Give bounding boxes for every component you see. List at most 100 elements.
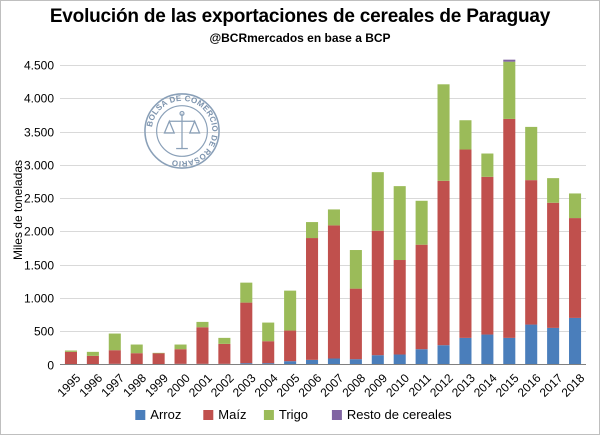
x-tick-label: 2003 bbox=[230, 371, 259, 400]
bars bbox=[64, 59, 582, 365]
bar-trigo-2015 bbox=[503, 61, 516, 119]
y-tick-label: 4.500 bbox=[24, 59, 54, 73]
bar-trigo-2012 bbox=[437, 84, 450, 181]
x-tick-label: 2000 bbox=[164, 371, 193, 400]
x-tick-label: 2005 bbox=[274, 371, 303, 400]
bar-trigo-2005 bbox=[284, 290, 297, 331]
bar-arroz-2018 bbox=[569, 317, 582, 365]
bar-trigo-2002 bbox=[218, 337, 231, 344]
bar-trigo-2010 bbox=[393, 186, 406, 261]
x-tick-label: 2014 bbox=[471, 371, 500, 400]
y-tick-label: 3.500 bbox=[24, 126, 54, 140]
x-tick-label: 2018 bbox=[559, 371, 588, 400]
bar-maíz-2012 bbox=[437, 180, 450, 346]
x-tick-label: 1996 bbox=[76, 371, 105, 400]
bar-trigo-2017 bbox=[547, 178, 560, 203]
legend-label: Maíz bbox=[218, 407, 246, 422]
bar-maíz-2009 bbox=[371, 230, 384, 356]
bar-maíz-2016 bbox=[525, 180, 538, 325]
bar-maíz-2015 bbox=[503, 118, 516, 338]
scales-icon bbox=[163, 110, 201, 150]
y-tick-label: 4.000 bbox=[24, 92, 54, 106]
bar-maíz-2004 bbox=[262, 341, 275, 364]
bar-trigo-2014 bbox=[481, 153, 494, 177]
bar-maíz-1996 bbox=[86, 355, 99, 365]
bar-trigo-2004 bbox=[262, 322, 275, 342]
legend-label: Resto de cereales bbox=[347, 407, 452, 422]
y-tick-label: 500 bbox=[34, 325, 54, 339]
y-tick-label: 1.000 bbox=[24, 292, 54, 306]
x-tick-label: 2012 bbox=[427, 371, 456, 400]
bar-maíz-2018 bbox=[569, 218, 582, 318]
bar-trigo-2001 bbox=[196, 321, 209, 328]
bar-maíz-2002 bbox=[218, 343, 231, 364]
bar-maíz-2005 bbox=[284, 330, 297, 362]
x-tick-label: 2002 bbox=[208, 371, 237, 400]
x-tick-label: 2016 bbox=[515, 371, 544, 400]
bar-arroz-2009 bbox=[371, 355, 384, 365]
bar-trigo-2009 bbox=[371, 172, 384, 231]
bar-maíz-2001 bbox=[196, 327, 209, 364]
bar-trigo-2016 bbox=[525, 126, 538, 181]
bar-arroz-2005 bbox=[284, 361, 297, 365]
bar-resto-de-cereales-2015 bbox=[503, 59, 516, 62]
x-tick-label: 2001 bbox=[186, 371, 215, 400]
bar-trigo-2013 bbox=[459, 120, 472, 150]
x-tick-label: 2009 bbox=[361, 371, 390, 400]
bcr-seal-logo: BOLSA DE COMERCIO DE ROSARIO bbox=[144, 93, 220, 169]
x-tick-label: 2010 bbox=[383, 371, 412, 400]
bar-maíz-2013 bbox=[459, 149, 472, 338]
bar-arroz-2007 bbox=[327, 358, 340, 365]
bar-trigo-1997 bbox=[108, 333, 121, 351]
x-tick-label: 2015 bbox=[493, 371, 522, 400]
bar-maíz-1997 bbox=[108, 350, 121, 364]
legend-label: Arroz bbox=[150, 407, 181, 422]
bar-arroz-2012 bbox=[437, 345, 450, 365]
bar-arroz-2013 bbox=[459, 337, 472, 365]
bar-maíz-2017 bbox=[547, 202, 560, 328]
x-tick-label: 1995 bbox=[55, 371, 84, 400]
bar-maíz-2006 bbox=[306, 238, 319, 360]
y-tick-label: 3.000 bbox=[24, 159, 54, 173]
bar-arroz-2017 bbox=[547, 327, 560, 365]
y-tick-label: 2.500 bbox=[24, 192, 54, 206]
bar-trigo-1995 bbox=[64, 350, 77, 352]
bar-maíz-2008 bbox=[349, 288, 362, 360]
bar-arroz-2016 bbox=[525, 324, 538, 365]
legend-swatch-trigo bbox=[263, 410, 274, 420]
bar-arroz-2011 bbox=[415, 349, 428, 365]
legend-swatch-maíz bbox=[203, 410, 214, 420]
bar-maíz-2011 bbox=[415, 244, 428, 350]
y-tick-label: 0 bbox=[47, 359, 54, 373]
legend-label: Trigo bbox=[279, 407, 308, 422]
bar-trigo-2008 bbox=[349, 250, 362, 289]
x-tick-label: 1998 bbox=[120, 371, 149, 400]
bar-arroz-2004 bbox=[262, 363, 275, 365]
bar-maíz-1998 bbox=[130, 353, 143, 365]
legend-swatch-arroz bbox=[135, 410, 146, 420]
bar-arroz-2014 bbox=[481, 334, 494, 365]
bar-arroz-2003 bbox=[240, 363, 253, 365]
x-tick-label: 1999 bbox=[142, 371, 171, 400]
bar-maíz-2000 bbox=[174, 349, 187, 364]
bar-trigo-2011 bbox=[415, 200, 428, 245]
chart-title: Evolución de las exportaciones de cereal… bbox=[49, 6, 551, 27]
x-tick-label: 2017 bbox=[537, 371, 566, 400]
bar-arroz-2015 bbox=[503, 337, 516, 365]
bar-trigo-2006 bbox=[306, 222, 319, 239]
x-tick-label: 2011 bbox=[406, 371, 434, 399]
y-axis-ticks: 0 500 1.000 1.500 2.000 2.500 3.000 3.500 4.000 4… bbox=[24, 59, 54, 373]
bar-trigo-2003 bbox=[240, 282, 253, 303]
x-tick-label: 2008 bbox=[339, 371, 368, 400]
legend: Arroz Maíz Trigo Resto de cereales bbox=[135, 407, 452, 422]
x-axis-ticks: 1995199619971998199920002001200220032004… bbox=[55, 371, 588, 400]
bar-trigo-1999 bbox=[152, 352, 165, 354]
legend-swatch-resto-de-cereales bbox=[331, 410, 342, 420]
y-tick-label: 1.500 bbox=[24, 259, 54, 273]
bar-arroz-2010 bbox=[393, 354, 406, 365]
y-axis-label: Miles de toneladas bbox=[11, 160, 25, 260]
bar-maíz-1999 bbox=[152, 353, 165, 365]
x-tick-label: 2013 bbox=[449, 371, 478, 400]
